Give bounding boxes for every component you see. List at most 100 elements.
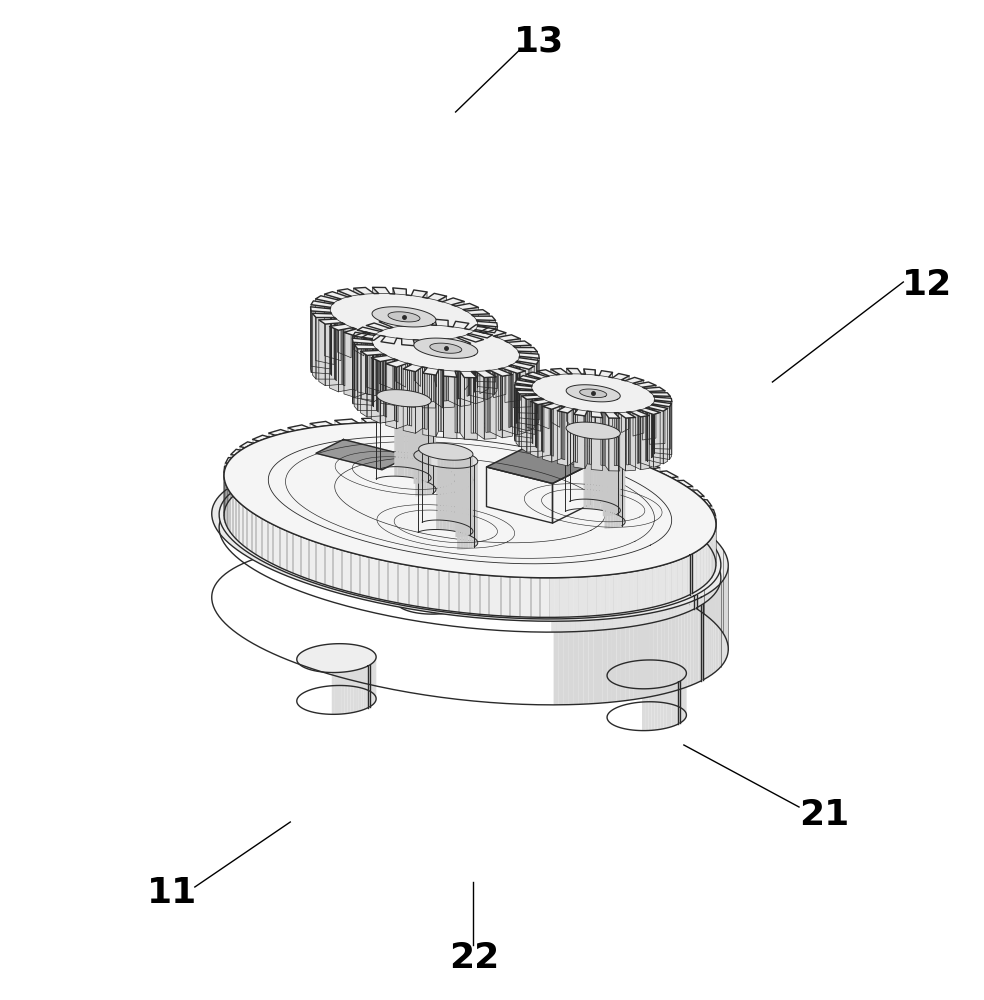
Polygon shape [623,437,624,519]
Polygon shape [543,399,544,452]
Polygon shape [584,446,588,487]
Polygon shape [453,570,456,612]
Polygon shape [449,444,452,521]
Polygon shape [715,587,717,672]
Polygon shape [587,422,590,499]
Polygon shape [467,453,470,536]
Polygon shape [589,411,591,464]
Polygon shape [691,489,693,530]
Polygon shape [574,414,584,469]
Polygon shape [335,672,338,714]
Polygon shape [552,464,591,523]
Polygon shape [377,390,431,407]
Polygon shape [417,398,420,480]
Polygon shape [522,396,526,452]
Polygon shape [485,464,491,548]
Polygon shape [714,547,715,562]
Polygon shape [423,405,425,483]
Polygon shape [626,572,630,612]
Polygon shape [550,578,555,617]
Polygon shape [311,305,331,369]
Polygon shape [561,427,625,447]
Polygon shape [451,544,454,586]
Polygon shape [626,417,636,471]
Polygon shape [561,619,566,632]
Polygon shape [415,392,418,470]
Polygon shape [501,468,506,482]
Polygon shape [372,651,373,694]
Polygon shape [455,445,458,522]
Polygon shape [342,644,345,686]
Polygon shape [618,573,622,613]
Polygon shape [446,449,450,530]
Polygon shape [434,410,435,493]
Polygon shape [574,409,576,462]
Polygon shape [500,430,505,470]
Polygon shape [715,549,716,563]
Polygon shape [612,618,616,702]
Polygon shape [364,667,366,710]
Text: 21: 21 [799,798,850,832]
Polygon shape [366,325,383,392]
Polygon shape [683,678,684,721]
Polygon shape [446,339,448,401]
Polygon shape [438,443,441,520]
Polygon shape [397,460,401,474]
Polygon shape [673,663,675,705]
Polygon shape [501,368,502,430]
Polygon shape [457,450,460,532]
Polygon shape [642,689,646,731]
Polygon shape [452,444,455,522]
Polygon shape [357,645,360,688]
Polygon shape [380,359,395,423]
Polygon shape [463,307,478,371]
Polygon shape [666,475,669,516]
Polygon shape [610,453,614,494]
Polygon shape [388,312,420,322]
Polygon shape [676,517,679,532]
Polygon shape [360,646,362,688]
Polygon shape [621,614,625,628]
Polygon shape [580,480,584,565]
Polygon shape [515,368,672,418]
Polygon shape [332,673,335,714]
Polygon shape [613,492,617,507]
Polygon shape [634,571,638,611]
Polygon shape [419,406,421,484]
Polygon shape [450,570,453,613]
Polygon shape [605,575,609,615]
Polygon shape [618,433,620,516]
Polygon shape [610,431,613,513]
Polygon shape [672,603,676,617]
Polygon shape [411,461,416,474]
Polygon shape [584,422,587,499]
Polygon shape [693,491,695,532]
Polygon shape [653,412,660,467]
Polygon shape [371,358,380,423]
Polygon shape [505,430,511,471]
Polygon shape [640,410,653,467]
Polygon shape [475,330,495,394]
Polygon shape [570,478,575,563]
Polygon shape [461,337,475,404]
Polygon shape [311,311,331,374]
Polygon shape [648,568,652,608]
Polygon shape [566,385,620,402]
Polygon shape [585,484,590,499]
Polygon shape [506,469,511,483]
Polygon shape [634,499,638,514]
Polygon shape [443,424,449,464]
Polygon shape [707,504,708,545]
Polygon shape [499,369,501,431]
Polygon shape [672,607,675,692]
Polygon shape [708,533,710,619]
Polygon shape [325,323,342,386]
Polygon shape [710,584,711,599]
Polygon shape [626,496,630,511]
Polygon shape [694,600,696,684]
Polygon shape [715,578,716,593]
Polygon shape [711,590,713,675]
Polygon shape [468,458,470,535]
Polygon shape [496,465,502,549]
Polygon shape [454,463,459,476]
